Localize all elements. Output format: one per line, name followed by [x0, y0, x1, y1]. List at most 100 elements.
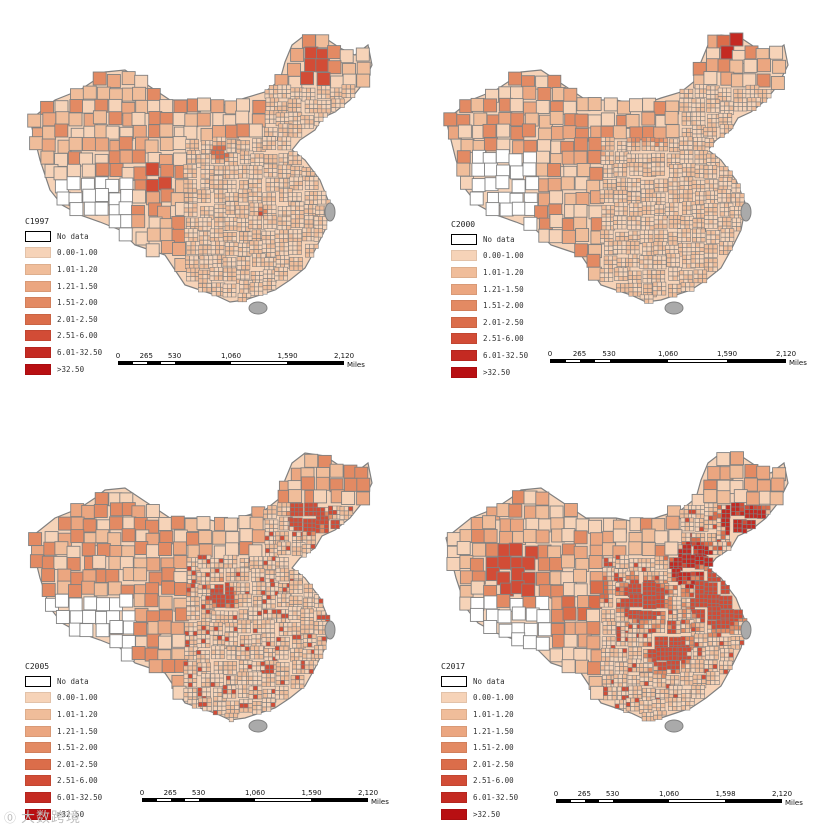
district-region	[271, 192, 276, 198]
district-region	[695, 247, 701, 252]
district-region	[298, 574, 303, 580]
district-region	[242, 193, 248, 199]
district-region	[214, 232, 220, 238]
district-region	[244, 562, 249, 568]
district-region	[304, 664, 310, 670]
district-region	[629, 170, 635, 176]
district-region	[68, 597, 83, 612]
district-region	[257, 624, 263, 629]
district-region	[243, 184, 249, 190]
district-region	[96, 597, 111, 612]
district-region	[293, 185, 299, 191]
district-region	[237, 675, 243, 681]
scale-tick-label: 2,120	[357, 789, 379, 797]
district-region	[192, 682, 198, 688]
legend-swatch	[451, 349, 477, 361]
district-region	[720, 228, 726, 234]
district-region	[158, 176, 172, 191]
district-region	[277, 105, 283, 111]
district-region	[318, 645, 324, 651]
district-region	[699, 602, 705, 608]
district-region	[663, 146, 669, 152]
district-region	[184, 193, 189, 198]
district-region	[696, 204, 702, 210]
district-region	[262, 140, 268, 146]
district-region	[133, 166, 148, 181]
district-region	[694, 571, 700, 577]
district-region	[262, 688, 268, 694]
district-region	[724, 589, 730, 595]
district-region	[308, 506, 314, 512]
district-region	[662, 219, 668, 225]
legend-swatch	[451, 250, 477, 262]
district-region	[241, 623, 247, 629]
district-region	[299, 205, 305, 211]
district-region	[282, 132, 288, 138]
district-region	[498, 112, 513, 126]
district-region	[202, 697, 208, 703]
district-region	[667, 604, 673, 610]
district-region	[202, 278, 208, 284]
district-region	[690, 563, 696, 568]
district-region	[292, 606, 298, 612]
district-region	[201, 563, 207, 569]
district-region	[633, 593, 639, 599]
district-region	[654, 229, 660, 235]
district-region	[257, 690, 263, 695]
district-region	[205, 643, 211, 648]
district-region	[233, 192, 239, 198]
district-region	[217, 254, 222, 260]
district-region	[684, 592, 690, 598]
district-region	[615, 563, 621, 569]
district-region	[563, 516, 578, 531]
district-region	[323, 524, 329, 530]
district-region	[708, 586, 714, 592]
district-region	[188, 197, 194, 203]
district-region	[689, 588, 695, 594]
district-region	[278, 238, 284, 243]
district-region	[714, 99, 720, 104]
district-region	[267, 219, 273, 225]
district-region	[284, 259, 290, 265]
district-region	[511, 606, 526, 621]
scale-bar-graphic	[118, 361, 344, 365]
district-region	[313, 653, 319, 659]
district-region	[283, 192, 289, 198]
district-region	[271, 219, 277, 225]
district-region	[717, 197, 723, 203]
district-region	[631, 141, 636, 147]
district-region	[607, 585, 613, 590]
district-region	[121, 528, 136, 543]
district-region	[287, 103, 293, 108]
district-region	[264, 519, 270, 525]
district-region	[246, 602, 252, 608]
district-region	[157, 620, 172, 635]
district-region	[718, 117, 724, 123]
district-region	[259, 572, 265, 578]
district-region	[198, 701, 203, 707]
district-region	[614, 271, 620, 277]
district-region	[280, 259, 285, 265]
district-region	[277, 164, 283, 170]
district-region	[708, 223, 714, 229]
district-region	[304, 99, 310, 105]
district-region	[651, 152, 657, 158]
district-region	[271, 196, 276, 202]
district-region	[277, 506, 283, 512]
district-region	[646, 145, 651, 151]
district-region	[237, 292, 243, 298]
district-region	[240, 576, 245, 582]
district-region	[283, 654, 289, 660]
district-region	[679, 189, 684, 195]
district-region	[714, 230, 720, 236]
district-region	[343, 514, 349, 520]
district-region	[720, 530, 726, 536]
district-region	[679, 154, 685, 160]
district-region	[615, 559, 621, 565]
district-region	[233, 632, 238, 638]
district-region	[224, 246, 230, 252]
district-region	[651, 595, 657, 601]
district-region	[703, 557, 709, 563]
district-region	[245, 144, 250, 150]
district-region	[186, 272, 192, 277]
